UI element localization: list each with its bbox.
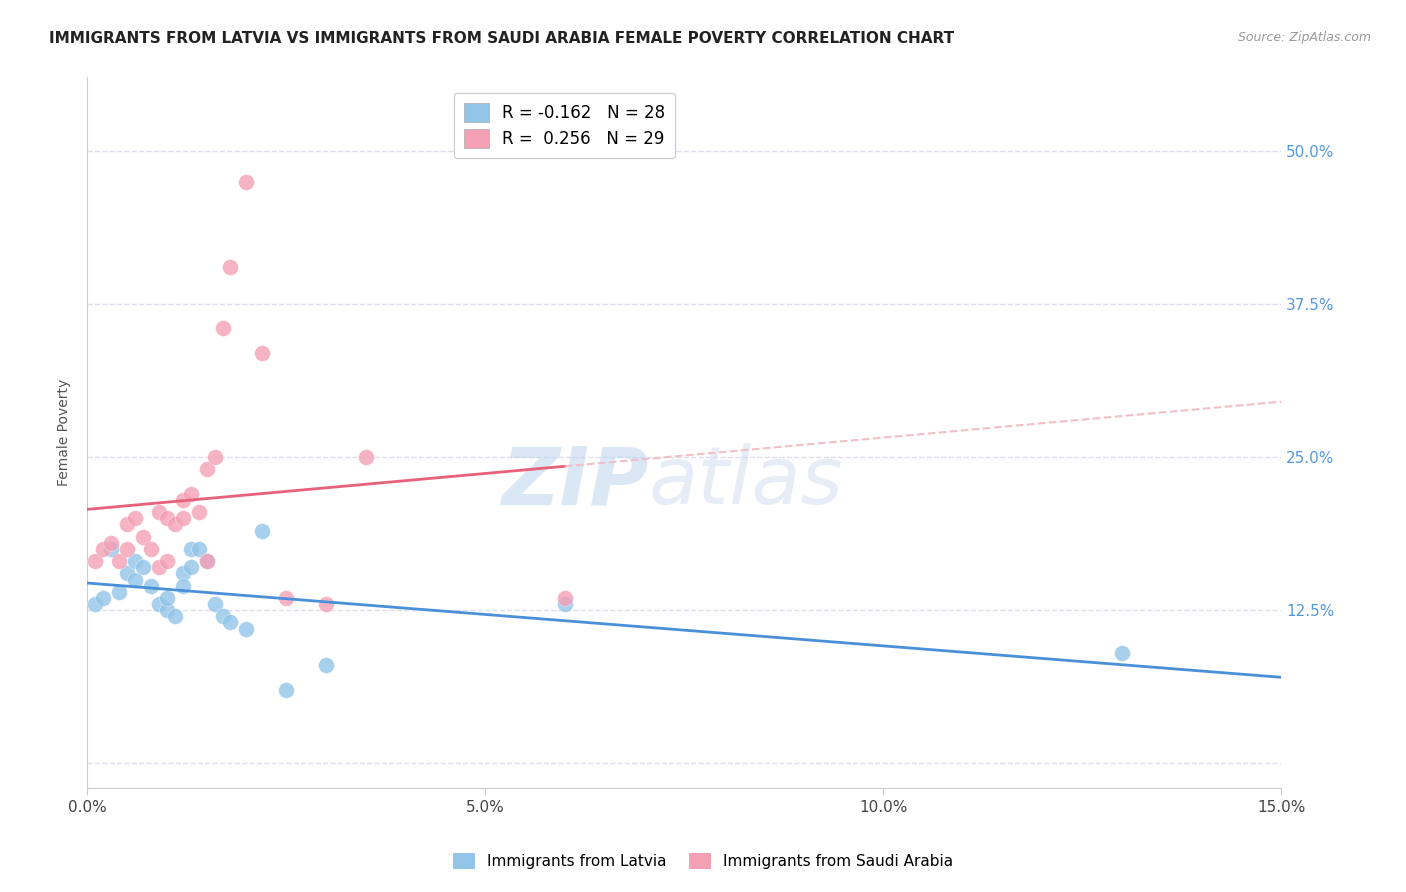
Point: [187, 541, 209, 556]
Point: [195, 554, 218, 568]
Point: [115, 541, 138, 556]
Point: [219, 615, 242, 630]
Text: atlas: atlas: [648, 443, 844, 521]
Point: [1111, 646, 1133, 660]
Point: [180, 487, 202, 501]
Point: [163, 517, 186, 532]
Point: [195, 462, 218, 476]
Legend: Immigrants from Latvia, Immigrants from Saudi Arabia: Immigrants from Latvia, Immigrants from …: [447, 847, 959, 875]
Point: [91, 541, 114, 556]
Point: [211, 609, 233, 624]
Point: [180, 560, 202, 574]
Point: [172, 566, 194, 581]
Point: [554, 591, 576, 605]
Point: [139, 579, 162, 593]
Point: [172, 579, 194, 593]
Point: [187, 505, 209, 519]
Point: [132, 560, 155, 574]
Point: [276, 591, 298, 605]
Y-axis label: Female Poverty: Female Poverty: [58, 379, 72, 486]
Point: [156, 603, 179, 617]
Point: [211, 321, 233, 335]
Point: [124, 573, 146, 587]
Point: [172, 511, 194, 525]
Point: [148, 560, 170, 574]
Point: [139, 541, 162, 556]
Point: [100, 536, 122, 550]
Point: [108, 554, 131, 568]
Point: [219, 260, 242, 275]
Point: [554, 597, 576, 611]
Point: [108, 584, 131, 599]
Point: [84, 554, 107, 568]
Point: [315, 658, 337, 673]
Point: [235, 622, 257, 636]
Point: [124, 511, 146, 525]
Point: [163, 609, 186, 624]
Point: [91, 591, 114, 605]
Text: Source: ZipAtlas.com: Source: ZipAtlas.com: [1237, 31, 1371, 45]
Point: [115, 517, 138, 532]
Point: [100, 541, 122, 556]
Point: [354, 450, 377, 464]
Text: IMMIGRANTS FROM LATVIA VS IMMIGRANTS FROM SAUDI ARABIA FEMALE POVERTY CORRELATIO: IMMIGRANTS FROM LATVIA VS IMMIGRANTS FRO…: [49, 31, 955, 46]
Point: [195, 554, 218, 568]
Point: [276, 682, 298, 697]
Point: [156, 554, 179, 568]
Point: [204, 597, 226, 611]
Point: [252, 346, 274, 360]
Point: [172, 492, 194, 507]
Text: ZIP: ZIP: [501, 443, 648, 521]
Point: [156, 591, 179, 605]
Point: [115, 566, 138, 581]
Point: [235, 175, 257, 189]
Point: [204, 450, 226, 464]
Point: [148, 505, 170, 519]
Point: [252, 524, 274, 538]
Point: [315, 597, 337, 611]
Point: [156, 511, 179, 525]
Point: [148, 597, 170, 611]
Point: [132, 530, 155, 544]
Legend: R = -0.162   N = 28, R =  0.256   N = 29: R = -0.162 N = 28, R = 0.256 N = 29: [454, 93, 675, 158]
Point: [180, 541, 202, 556]
Point: [124, 554, 146, 568]
Point: [84, 597, 107, 611]
